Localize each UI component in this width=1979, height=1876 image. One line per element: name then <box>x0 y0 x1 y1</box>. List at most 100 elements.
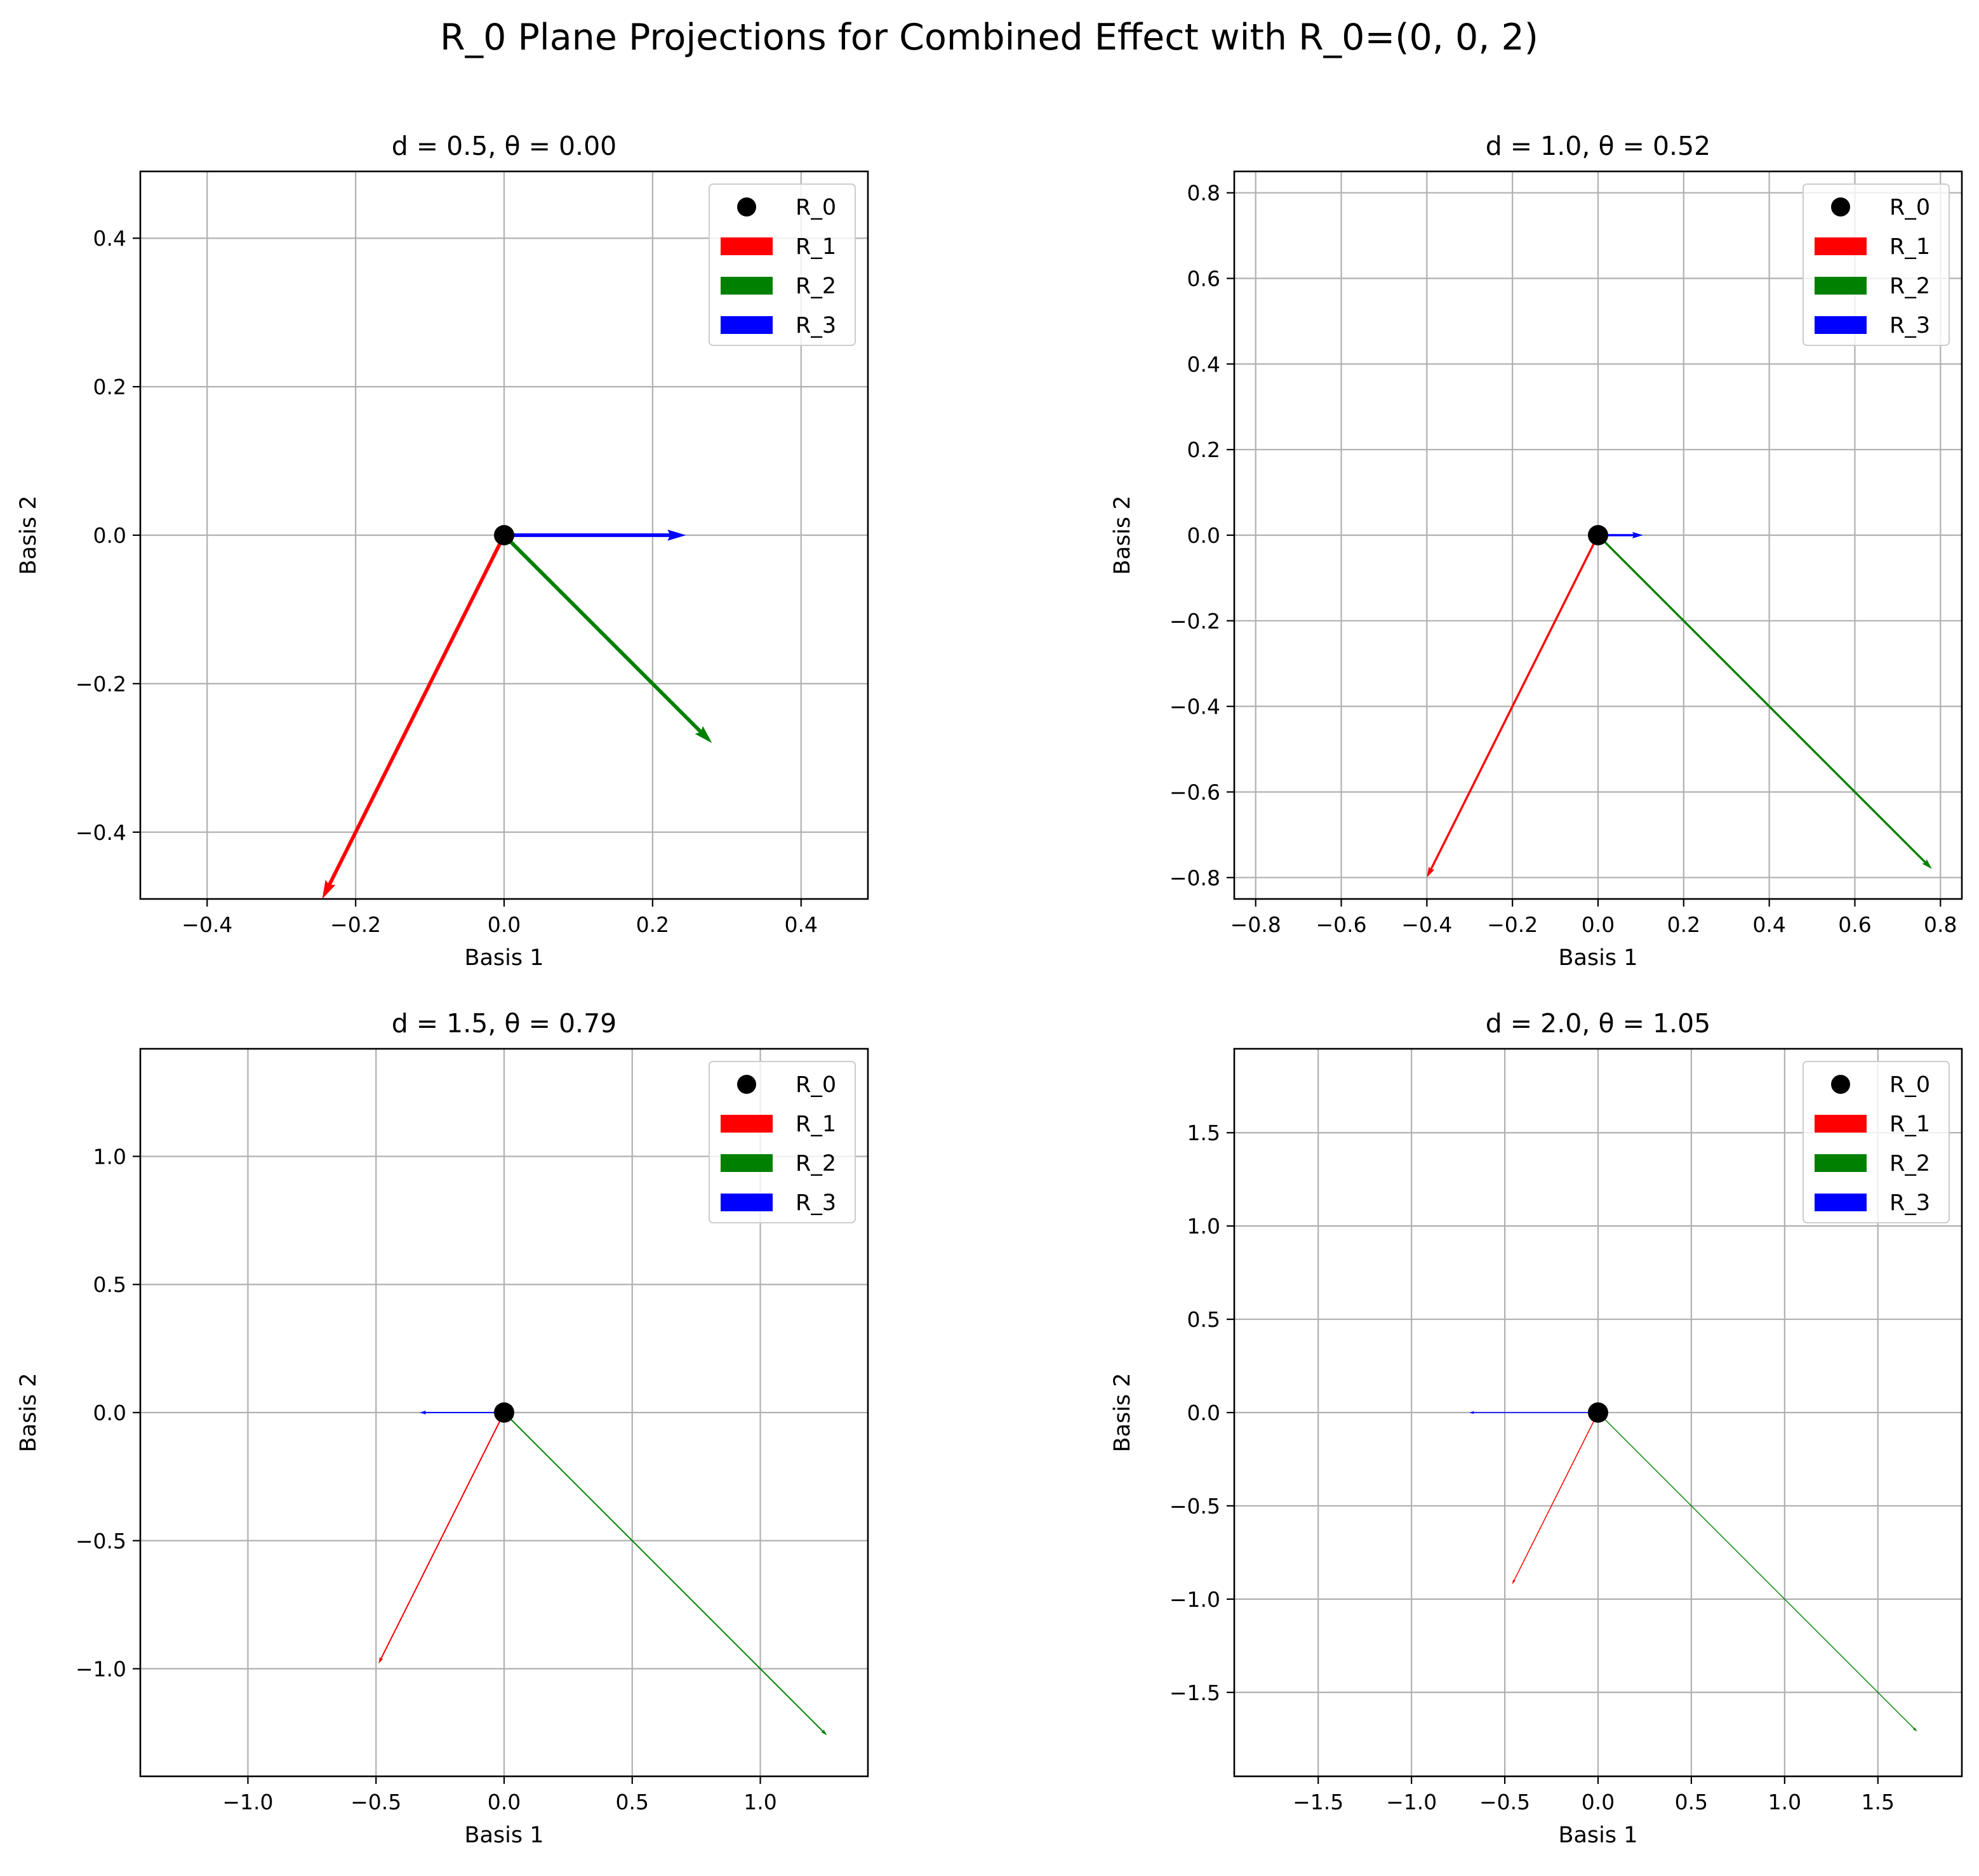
arrow-r2 <box>1597 1412 1917 1732</box>
legend-label: R_2 <box>796 1151 836 1176</box>
subplot-2: −0.8 −0.6 −0.4 −0.2 0.0 0.2 0.4 0.6 0.8 −0.8 −0.6 −… <box>1110 131 1963 971</box>
x-tick-label: −1.0 <box>222 1790 273 1814</box>
x-tick-label: 0.0 <box>488 912 521 937</box>
subplot-title: d = 0.5, θ = 0.00 <box>392 131 617 161</box>
x-axis-label: Basis 1 <box>464 1823 543 1848</box>
legend-marker-r0 <box>737 197 756 216</box>
legend-label: R_1 <box>796 234 836 260</box>
arrow-r1 <box>1427 535 1599 878</box>
figure-title: R_0 Plane Projections for Combined Effec… <box>440 17 1538 58</box>
arrow-r2 <box>1597 534 1932 869</box>
y-tick-label: 0.8 <box>1187 181 1220 206</box>
legend-box <box>709 183 856 346</box>
x-tick-label: 0.2 <box>1667 912 1700 937</box>
x-tick-label: −0.4 <box>1401 912 1452 937</box>
y-tick-label: 0.0 <box>1187 1400 1220 1425</box>
y-axis-label: Basis 2 <box>16 495 41 575</box>
y-tick-label: 0.4 <box>1187 352 1220 376</box>
x-axis-label: Basis 1 <box>464 945 543 971</box>
legend-marker-r3 <box>1815 316 1867 334</box>
legend-label: R_0 <box>796 1072 836 1098</box>
legend-marker-r0 <box>1831 197 1850 216</box>
legend: R_0 R_1 R_2 R_3 <box>1802 183 1950 346</box>
x-tick-label: −1.5 <box>1293 1790 1343 1814</box>
legend-label: R_0 <box>796 195 836 220</box>
legend-marker-r1 <box>1815 1115 1867 1133</box>
x-axis-label: Basis 1 <box>1558 945 1637 971</box>
x-tick-label: −1.0 <box>1386 1790 1437 1814</box>
x-tick-label: 0.5 <box>1675 1790 1708 1814</box>
x-tick-label: 1.0 <box>743 1790 776 1814</box>
y-tick-label: −0.8 <box>1169 865 1220 890</box>
y-tick-label: −0.5 <box>1169 1494 1220 1519</box>
y-tick-label: 1.0 <box>93 1144 126 1169</box>
legend-marker-r0 <box>737 1075 756 1094</box>
subplot-1: −0.4 −0.2 0.0 0.2 0.4 −0.4 −0.2 0.0 0.2 0.4 Basis … <box>16 131 869 971</box>
legend-label: R_1 <box>1889 234 1930 260</box>
x-tick-label: −0.2 <box>1487 912 1538 937</box>
x-tick-label: −0.6 <box>1316 912 1366 937</box>
x-tick-label: 0.4 <box>785 912 818 937</box>
legend-marker-r1 <box>721 1115 773 1133</box>
legend-label: R_0 <box>1889 195 1930 220</box>
x-tick-label: 0.5 <box>616 1790 649 1814</box>
subplot-title: d = 1.5, θ = 0.79 <box>392 1008 617 1039</box>
y-tick-label: 0.0 <box>1187 523 1220 548</box>
y-tick-label: −0.2 <box>1169 609 1220 634</box>
legend-label: R_3 <box>1889 1190 1930 1216</box>
arrow-r1 <box>378 1412 505 1664</box>
legend-box <box>1802 1061 1950 1223</box>
y-tick-label: 0.0 <box>93 1400 126 1425</box>
legend-marker-r3 <box>721 1194 773 1211</box>
legend-label: R_0 <box>1889 1072 1930 1098</box>
subplot-title: d = 1.0, θ = 0.52 <box>1486 131 1711 161</box>
arrow-r3 <box>1598 531 1643 539</box>
y-tick-label: −0.5 <box>76 1529 126 1553</box>
arrow-r2 <box>503 1412 827 1736</box>
legend-marker-r2 <box>721 1154 773 1172</box>
legend-marker-r3 <box>721 316 773 334</box>
y-tick-label: −1.5 <box>1169 1680 1220 1705</box>
legend: R_0 R_1 R_2 R_3 <box>1802 1061 1950 1223</box>
legend-label: R_2 <box>796 274 836 299</box>
y-tick-label: −0.6 <box>1169 780 1220 804</box>
x-tick-label: −0.8 <box>1230 912 1281 937</box>
x-tick-label: 0.4 <box>1752 912 1785 937</box>
y-tick-label: −0.4 <box>1169 695 1220 719</box>
x-tick-label: 0.8 <box>1924 912 1957 937</box>
y-tick-label: 0.6 <box>1187 267 1220 291</box>
y-axis-label: Basis 2 <box>1110 495 1135 575</box>
legend-label: R_3 <box>796 1190 836 1216</box>
x-tick-label: 0.0 <box>1582 912 1615 937</box>
legend-marker-r1 <box>1815 237 1867 255</box>
point-r0 <box>1588 525 1608 545</box>
x-tick-label: −0.2 <box>330 912 381 937</box>
y-tick-label: 0.5 <box>93 1272 126 1297</box>
x-tick-label: 0.6 <box>1838 912 1871 937</box>
y-tick-label: 0.2 <box>1187 437 1220 462</box>
y-axis-label: Basis 2 <box>1110 1373 1135 1452</box>
legend-label: R_1 <box>796 1112 836 1137</box>
arrows <box>322 529 712 899</box>
y-tick-label: −1.0 <box>76 1657 126 1682</box>
legend: R_0 R_1 R_2 R_3 <box>709 1061 856 1223</box>
arrow-r3 <box>419 1411 504 1414</box>
y-tick-label: −0.2 <box>76 672 126 696</box>
subplot-4: −1.5 −1.0 −0.5 0.0 0.5 1.0 1.5 −1.5 −1.0 −0.5 0.0 0… <box>1110 1008 1963 1848</box>
legend: R_0 R_1 R_2 R_3 <box>709 183 856 346</box>
arrow-r3 <box>1469 1411 1598 1414</box>
legend-box <box>709 1061 856 1223</box>
arrow-r3 <box>504 529 686 541</box>
x-tick-label: −0.5 <box>1479 1790 1530 1814</box>
point-r0 <box>494 1402 514 1423</box>
x-tick-label: 0.2 <box>636 912 669 937</box>
y-tick-label: 1.0 <box>1187 1214 1220 1239</box>
y-tick-label: −0.4 <box>76 820 126 845</box>
x-tick-label: 1.0 <box>1768 1790 1801 1814</box>
x-tick-label: 0.0 <box>488 1790 521 1814</box>
subplot-3: −1.0 −0.5 0.0 0.5 1.0 −1.0 −0.5 0.0 0.5 1.0 Basis … <box>16 1008 869 1848</box>
arrows <box>1469 1411 1917 1732</box>
legend-label: R_2 <box>1889 274 1930 299</box>
x-tick-label: 1.5 <box>1862 1790 1895 1814</box>
x-axis-label: Basis 1 <box>1558 1823 1637 1848</box>
